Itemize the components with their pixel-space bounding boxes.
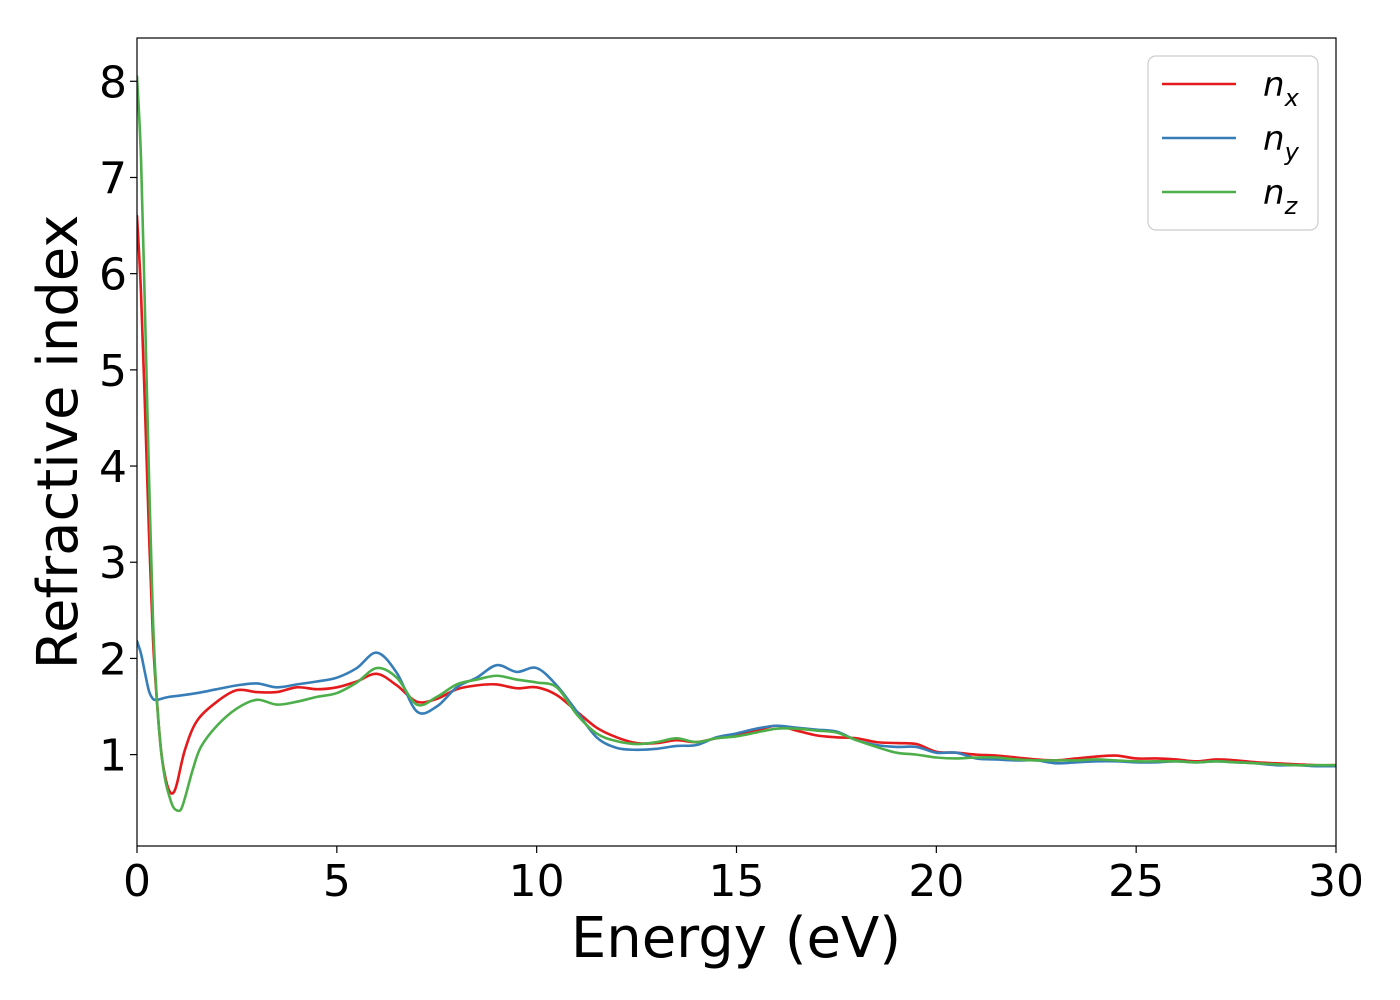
x-tick-label: 15 <box>709 856 765 907</box>
y-tick-label: 8 <box>99 57 127 108</box>
y-tick-label: 4 <box>99 442 127 493</box>
series-line-n-z <box>137 75 1336 813</box>
x-tick-label: 5 <box>323 856 351 907</box>
x-tick-label: 25 <box>1108 856 1164 907</box>
x-axis: 0 5 10 15 20 25 30 <box>123 846 1364 907</box>
x-axis-label: Energy (eV) <box>571 906 901 971</box>
y-tick-label: 2 <box>99 634 127 685</box>
y-axis: 1 2 3 4 5 6 7 8 <box>99 57 137 782</box>
series-layer <box>137 75 1336 813</box>
x-tick-label: 20 <box>908 856 964 907</box>
y-tick-label: 6 <box>99 250 127 301</box>
y-tick-label: 1 <box>99 731 127 782</box>
legend-frame <box>1147 55 1319 231</box>
y-axis-label: Refractive index <box>26 215 91 670</box>
y-tick-label: 5 <box>99 346 127 397</box>
x-tick-label: 30 <box>1308 856 1364 907</box>
x-tick-label: 0 <box>123 856 151 907</box>
y-tick-label: 7 <box>99 153 127 204</box>
x-tick-label: 10 <box>509 856 565 907</box>
y-tick-label: 3 <box>99 538 127 589</box>
